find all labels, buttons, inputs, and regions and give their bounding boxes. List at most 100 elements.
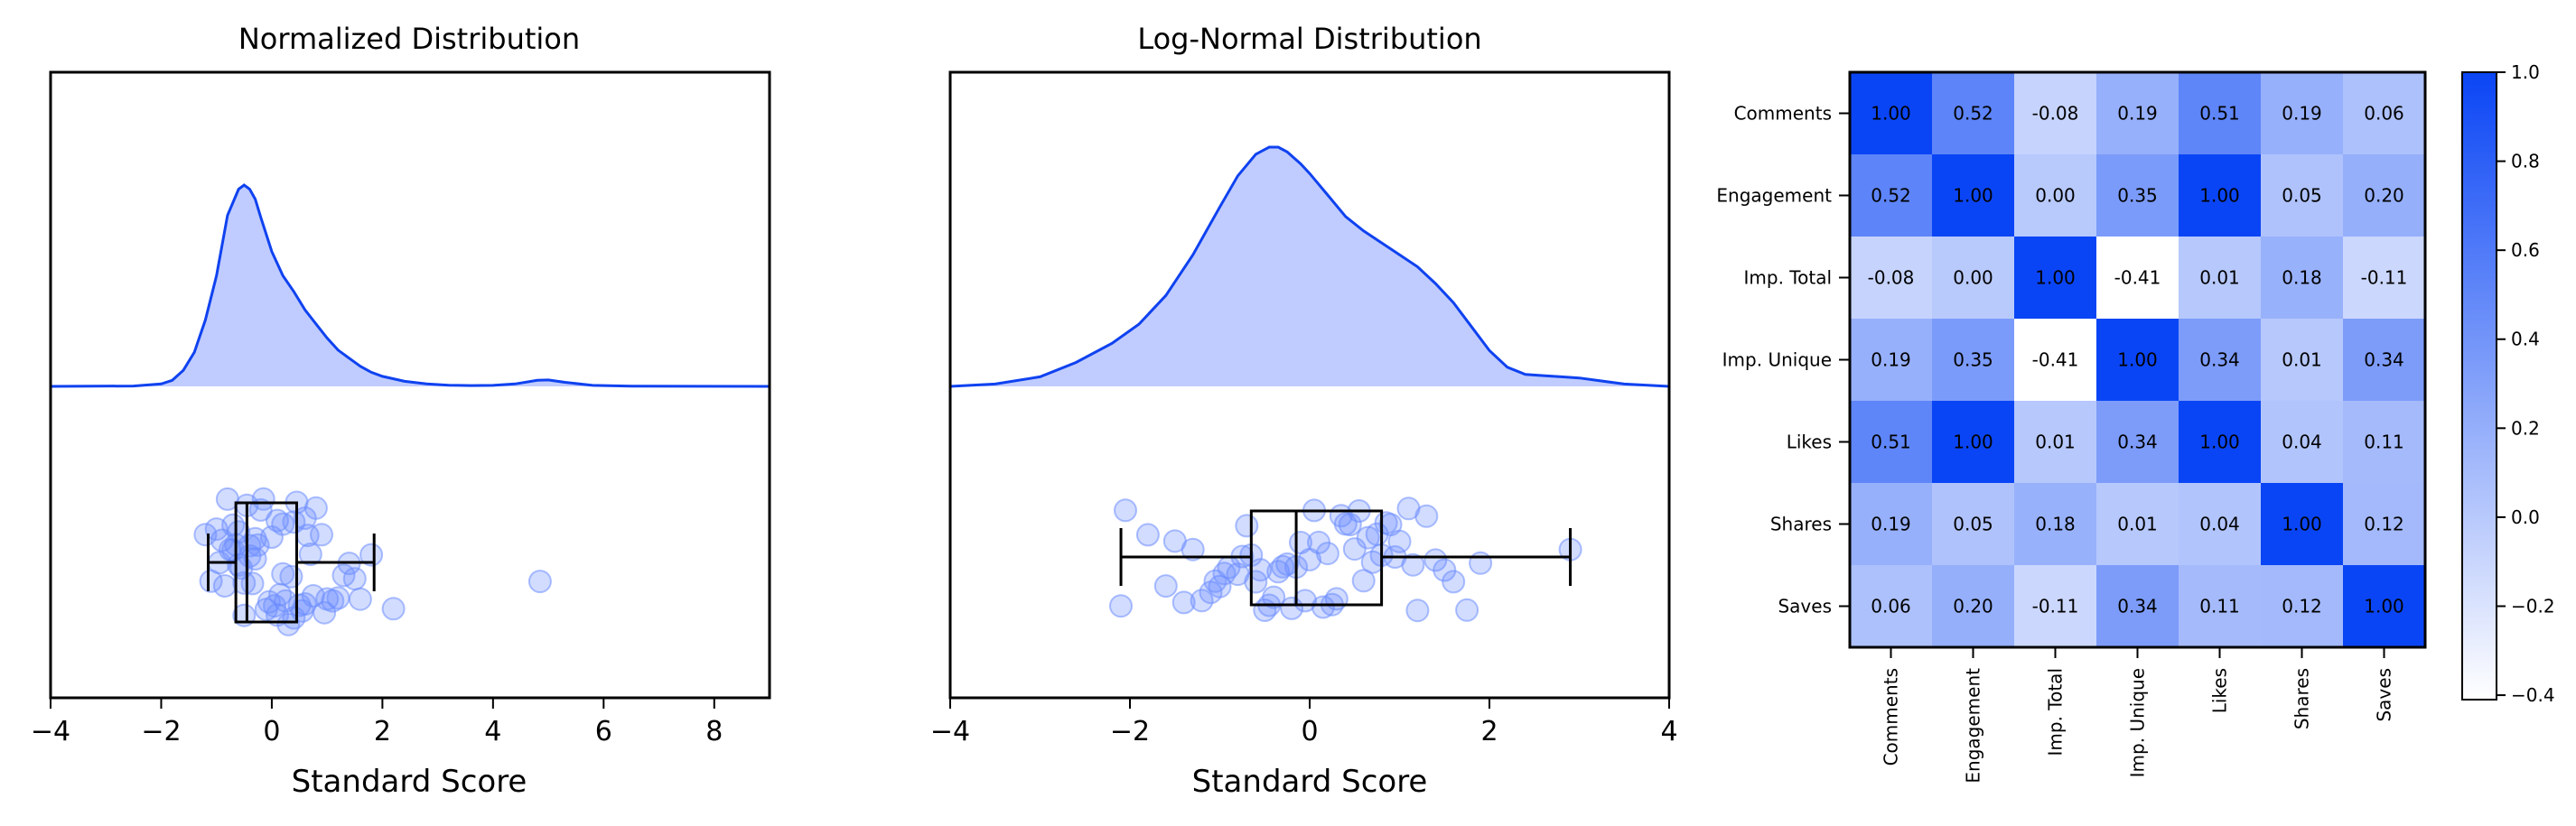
heatmap-cell-value: 0.05 <box>2282 185 2322 207</box>
heatmap-cell <box>2343 72 2426 155</box>
x-tick-label: 8 <box>705 716 723 747</box>
data-point <box>315 587 340 611</box>
heatmap-cell <box>2261 319 2344 402</box>
heatmap-cell-value: 0.01 <box>2199 267 2240 289</box>
heatmap-cell-value: 0.00 <box>2035 185 2076 207</box>
heatmap-cell <box>1932 72 2015 155</box>
heatmap-cell <box>2179 237 2262 320</box>
heatmap-row-label: Imp. Unique <box>1722 349 1832 371</box>
data-point <box>1162 529 1187 553</box>
data-point <box>301 584 325 608</box>
data-point <box>1338 513 1362 537</box>
heatmap-cell-value: 0.35 <box>2117 185 2158 207</box>
x-tick-label: −2 <box>1110 716 1150 747</box>
heatmap-cell <box>1850 154 1933 237</box>
raincloud-plot-lognormal <box>949 145 1670 623</box>
heatmap-cell <box>1932 483 2015 566</box>
heatmap-cell-value: 0.06 <box>1871 596 1911 617</box>
data-point <box>232 571 257 595</box>
heatmap-cell <box>1932 319 2015 402</box>
data-point <box>271 512 295 536</box>
heatmap-cell <box>1932 401 2015 484</box>
data-point <box>1360 550 1385 574</box>
data-point <box>527 570 552 594</box>
heatmap-col-label: Comments <box>1881 668 1902 766</box>
heatmap-cell <box>2014 401 2097 484</box>
heatmap-cell-value: 1.00 <box>2199 185 2240 207</box>
data-point <box>1248 558 1273 582</box>
heatmap-cell-value: 0.52 <box>1953 103 1993 125</box>
data-point <box>1455 598 1479 622</box>
heatmap-cell-value: 0.20 <box>1953 596 1993 617</box>
heatmap-cell-value: 1.00 <box>1953 432 1993 453</box>
heatmap-cell <box>2261 401 2344 484</box>
colorbar-tick-label: 0.6 <box>2511 239 2540 261</box>
heatmap-cell <box>2261 72 2344 155</box>
chart-title: Normalized Distribution <box>238 22 580 56</box>
heatmap-cell <box>2179 319 2262 402</box>
data-point <box>1235 514 1259 538</box>
data-point <box>1171 590 1196 615</box>
data-point <box>1423 548 1448 572</box>
x-tick-label: 4 <box>484 716 501 747</box>
data-point <box>1442 570 1466 594</box>
heatmap-row-label: Saves <box>1778 596 1832 617</box>
data-point <box>1414 504 1439 528</box>
heatmap-cell-value: 0.34 <box>2199 349 2240 371</box>
heatmap-row-label: Likes <box>1787 432 1832 453</box>
data-point <box>1351 569 1376 593</box>
heatmap-cell-value: 0.04 <box>2199 514 2240 535</box>
density-curve <box>50 183 770 388</box>
heatmap-cell <box>2096 237 2179 320</box>
heatmap-cell-value: 0.34 <box>2364 349 2404 371</box>
x-axis-ticks: −4 −2 0 2 4 6 8 <box>31 698 723 747</box>
heatmap-cell-value: 0.19 <box>1871 349 1911 371</box>
heatmap-row-label: Shares <box>1770 514 1832 535</box>
chart-title: Log-Normal Distribution <box>1137 22 1481 56</box>
colorbar-ticks: 1.0 0.8 0.6 0.4 0.2 0.0 −0.2 −0.4 <box>2497 61 2555 706</box>
heatmap-cell-value: -0.41 <box>2032 349 2079 371</box>
data-point <box>381 597 406 621</box>
x-tick-label: 2 <box>374 716 391 747</box>
heatmap-cell <box>2014 319 2097 402</box>
heatmap-col-label: Likes <box>2209 668 2231 713</box>
colorbar-tick-label: 1.0 <box>2511 61 2540 83</box>
heatmap-cell-value: 0.01 <box>2117 514 2158 535</box>
heatmap-cell-value: 0.12 <box>2282 596 2322 617</box>
heatmap-cell-value: 0.19 <box>2117 103 2158 125</box>
data-point <box>1114 498 1137 523</box>
density-fill <box>51 185 770 386</box>
heatmap-cell-value: 0.51 <box>1871 432 1911 453</box>
data-point <box>1153 574 1178 599</box>
x-tick-label: −2 <box>141 716 181 747</box>
data-point <box>348 587 372 611</box>
heatmap-cell <box>2096 72 2179 155</box>
data-point <box>1190 589 1214 613</box>
panel-heatmap: 1.00 0.52 -0.08 0.19 0.51 0.19 0.06 0.52 1.00 0.0… <box>1716 61 2554 784</box>
heatmap-cell-value: 0.06 <box>2364 103 2404 125</box>
heatmap-col-label: Imp. Unique <box>2127 668 2149 777</box>
heatmap-cell-value: 1.00 <box>2199 432 2240 453</box>
heatmap-cell <box>2343 319 2426 402</box>
heatmap-cell <box>2261 483 2344 566</box>
heatmap-cell-value: 1.00 <box>2035 267 2076 289</box>
x-tick-label: 4 <box>1660 716 1677 747</box>
colorbar <box>2461 71 2497 701</box>
heatmap-row-labels: Comments Engagement Imp. Total Imp. Unique L… <box>1716 103 1850 617</box>
data-point <box>331 563 356 588</box>
heatmap-cell-value: 0.00 <box>1953 267 1993 289</box>
heatmap-cell-value: 0.34 <box>2117 432 2158 453</box>
heatmap-cell <box>1932 237 2015 320</box>
data-point <box>1135 523 1160 547</box>
x-axis-label: Standard Score <box>1192 764 1428 800</box>
heatmap-cell-value: 0.05 <box>1953 514 1993 535</box>
heatmap-cell <box>2014 483 2097 566</box>
heatmap-cell <box>1932 154 2015 237</box>
data-point <box>359 543 384 567</box>
heatmap-cell-value: -0.11 <box>2361 267 2408 289</box>
colorbar-tick-label: 0.4 <box>2511 329 2540 350</box>
heatmap-cell-value: 0.20 <box>2364 185 2404 207</box>
heatmap-cell-value: 1.00 <box>1953 185 1993 207</box>
heatmap-cell <box>2343 154 2426 237</box>
